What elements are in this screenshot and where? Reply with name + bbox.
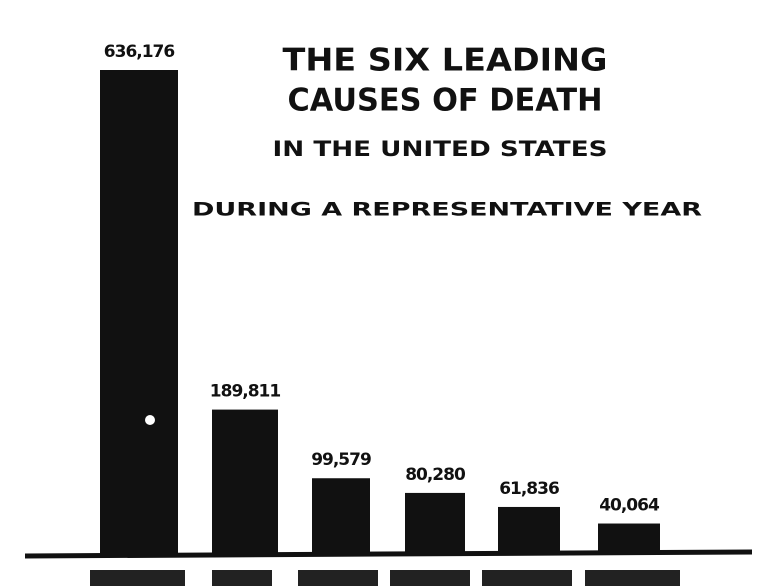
value-label: 636,176 — [104, 42, 175, 62]
smudge — [212, 570, 272, 586]
title-line: THE SIX LEADING — [283, 43, 608, 79]
bar — [212, 409, 278, 554]
smudge — [90, 570, 185, 586]
title-line: CAUSES OF DEATH — [288, 83, 603, 119]
bar — [405, 492, 465, 554]
value-label: 40,064 — [599, 496, 660, 516]
smudge — [298, 570, 378, 586]
dot — [145, 415, 155, 425]
bar — [100, 70, 178, 554]
value-label: 189,811 — [210, 382, 281, 402]
smudge — [585, 570, 680, 586]
smudge — [390, 570, 470, 586]
bar — [598, 523, 660, 554]
illegible-category-labels — [90, 570, 680, 586]
value-label: 99,579 — [311, 450, 371, 470]
title-line: IN THE UNITED STATES — [273, 137, 608, 161]
title-line: DURING A REPRESENTATIVE YEAR — [192, 199, 703, 221]
bar — [498, 506, 560, 554]
bar — [312, 478, 370, 554]
value-label: 80,280 — [405, 465, 466, 485]
value-label: 61,836 — [499, 479, 559, 499]
smudge — [482, 570, 572, 586]
